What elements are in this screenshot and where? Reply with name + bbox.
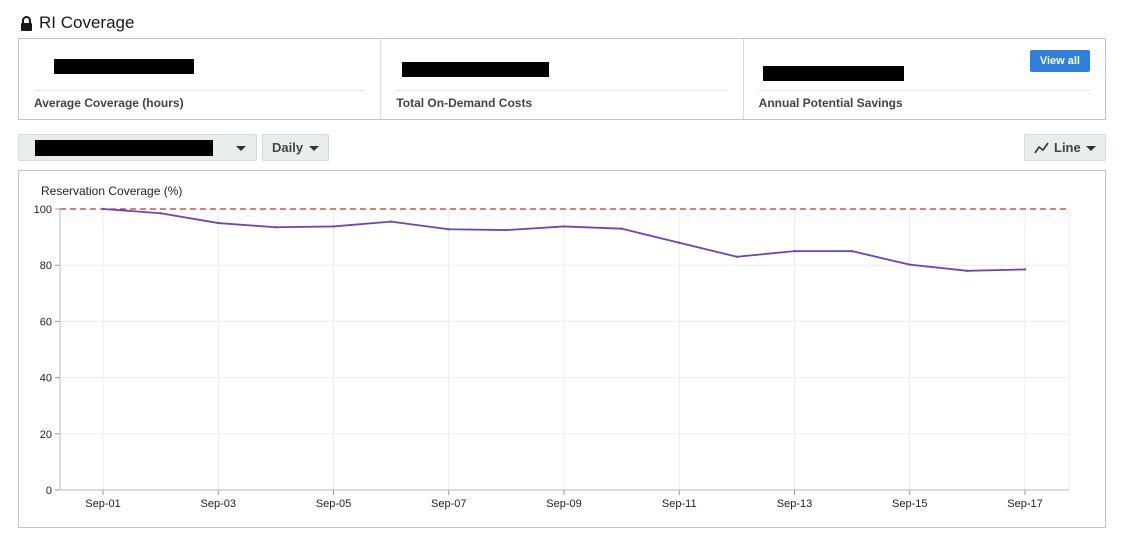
divider [34,90,366,91]
data-point [620,227,623,230]
chevron-down-icon [236,146,246,151]
summary-cell-average-coverage: Average Coverage (hours) [19,39,382,119]
granularity-label: Daily [272,140,304,155]
redacted-value [762,66,904,81]
redacted-value [35,140,213,156]
chart-type-label: Line [1054,140,1081,155]
chart-panel: 0 20 40 60 80 100 Sep-01 Sep-03 Sep-05 Sep-07 Sep-… [18,170,1106,528]
y-axis-label: Reservation Coverage (%) [41,184,182,198]
page-title: RI Coverage [39,13,135,32]
coverage-line-chart: 0 20 40 60 80 100 Sep-01 Sep-03 Sep-05 Sep-07 Sep-… [34,184,1070,510]
lock-icon [20,15,33,31]
redacted-value [402,62,550,77]
summary-panel: Average Coverage (hours) Total On-Demand… [18,38,1106,120]
data-point [447,228,450,231]
line-chart-icon [1034,141,1050,155]
x-tick-label: Sep-07 [431,498,466,510]
divider [758,90,1090,91]
y-tick-label: 20 [40,429,52,441]
x-tick-label: Sep-13 [777,498,812,510]
granularity-select[interactable]: Daily [262,134,329,161]
y-tick-label: 80 [40,260,52,272]
page-header: RI Coverage [20,12,134,34]
chart-type-select[interactable]: Line [1024,134,1106,161]
x-tick-label: Sep-17 [1007,498,1042,510]
summary-label: Annual Potential Savings [758,96,903,110]
y-tick-label: 0 [46,485,52,497]
data-point [678,241,681,244]
data-point [389,220,393,223]
data-point [217,221,220,225]
chevron-down-icon [309,146,319,151]
y-tick-label: 60 [40,316,52,328]
summary-label: Total On-Demand Costs [396,96,533,110]
data-point [966,269,969,273]
redacted-value [54,59,194,74]
chevron-down-icon [1086,146,1096,151]
y-tick-label: 40 [40,373,52,385]
view-all-button[interactable]: View all [1029,50,1090,72]
axes: 0 20 40 60 80 100 Sep-01 Sep-03 Sep-05 Sep-07 Sep-… [34,204,1069,510]
data-point [562,225,566,228]
summary-label: Average Coverage (hours) [34,96,184,110]
data-point [735,255,739,258]
x-tick-label: Sep-03 [201,498,236,510]
summary-cell-on-demand-costs: Total On-Demand Costs [381,39,744,119]
series-layer [101,207,1027,273]
x-tick-label: Sep-09 [546,498,581,510]
chart-controls: Daily Line [18,134,1106,162]
data-point [505,228,508,232]
x-tick-label: Sep-05 [316,498,351,510]
data-point [101,207,105,211]
divider [396,90,728,91]
x-tick-label: Sep-11 [662,498,697,510]
data-point [332,225,335,228]
filter-select[interactable] [18,134,257,161]
summary-cell-potential-savings: View all Annual Potential Savings [744,39,1105,119]
data-point [908,263,911,266]
data-point [850,249,854,253]
x-tick-label: Sep-15 [892,498,927,510]
y-tick-label: 100 [34,204,52,216]
grid [60,208,1070,491]
data-point [159,212,162,215]
data-point [1023,268,1027,271]
x-tick-label: Sep-01 [85,498,120,510]
data-point [793,249,796,253]
data-point [274,226,278,229]
